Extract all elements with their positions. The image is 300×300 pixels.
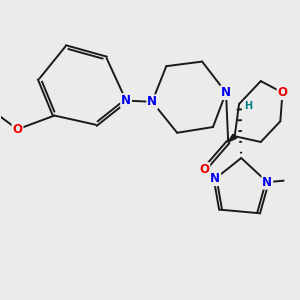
Text: O: O — [278, 86, 287, 99]
Text: H: H — [244, 100, 253, 111]
Text: O: O — [13, 123, 22, 136]
Text: N: N — [121, 94, 131, 107]
Text: N: N — [221, 86, 231, 99]
Text: O: O — [199, 163, 209, 176]
Text: N: N — [262, 176, 272, 189]
Text: N: N — [210, 172, 220, 185]
Text: N: N — [147, 95, 157, 108]
Polygon shape — [228, 134, 236, 142]
